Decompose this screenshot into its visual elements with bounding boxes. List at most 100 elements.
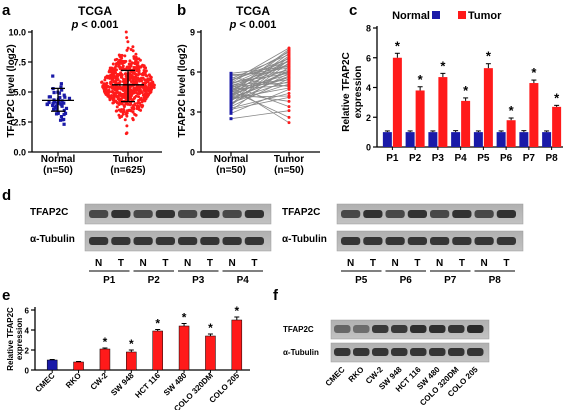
panel-d-pair-label: P4 (237, 275, 250, 286)
panel-a-point-tumor (133, 76, 137, 80)
panel-a-point-tumor (105, 81, 109, 85)
panel-d-band (496, 237, 516, 245)
panel-a-point-tumor (100, 80, 104, 84)
panel-e-significance-star: * (103, 335, 108, 349)
panel-d-band (341, 210, 361, 218)
panel-a-point-tumor (107, 75, 111, 79)
panel-a-point-tumor (101, 85, 105, 89)
panel-c-x-tick-label: P4 (455, 153, 468, 164)
panel-a-title: TCGA (78, 4, 112, 18)
panel-a-point-tumor (115, 95, 119, 99)
panel-a-point-tumor (115, 57, 119, 61)
panel-b-point-normal (229, 95, 233, 99)
panel-b-pair-line (230, 68, 290, 86)
panel-a-point-tumor (112, 87, 116, 91)
panel-a-point-tumor (120, 102, 124, 106)
panel-d-band (155, 210, 175, 218)
panel-a-point-tumor (137, 89, 141, 93)
panel-a-point-tumor (129, 109, 133, 113)
panel-a-point-tumor (129, 64, 133, 68)
panel-b-point-tumor (287, 115, 291, 119)
panel-b-point-normal (229, 83, 233, 87)
panel-a-point-tumor (136, 65, 140, 69)
panel-a: a TCGA p < 0.001 TFAP2C level (log2) 0.0… (2, 2, 162, 176)
panel-d-lane-label: T (414, 258, 420, 269)
panel-f-band (410, 325, 427, 333)
panel-c-bar-tumor (552, 106, 562, 147)
panel-d-lane-label: T (207, 258, 213, 269)
panel-letter-a: a (2, 2, 11, 19)
panel-d-band (222, 210, 242, 218)
panel-b-point-normal (229, 117, 233, 121)
legend-normal-label: Normal (392, 10, 430, 22)
panel-b-pair-line (230, 76, 290, 98)
panel-c-bar-normal (405, 132, 415, 147)
panel-b-point-normal (229, 87, 233, 91)
panel-c-significance-star: * (509, 103, 515, 118)
panel-d-band (385, 237, 405, 245)
panel-a-point-normal (62, 122, 66, 126)
panel-f-band (391, 348, 408, 356)
panel-e: e Relative TFAP2C expression 0 2 4 6 CMEC RKO… (2, 287, 250, 410)
panel-e-x-tick-label: CW-2 (89, 371, 110, 392)
panel-c-bar-tumor (392, 57, 402, 147)
panel-d-band (133, 237, 153, 245)
panel-c-bar-tumor (438, 77, 448, 147)
panel-a-point-tumor (131, 45, 135, 49)
panel-c-x-tick-label: P6 (500, 153, 513, 164)
panel-a-point-normal (52, 90, 56, 95)
panel-d-band (178, 237, 198, 245)
panel-e-y-tick-label: 2 (25, 347, 30, 356)
panel-f-band (467, 325, 484, 333)
panel-c-bar-normal (496, 132, 506, 147)
panel-a-group-normal-n: (n=50) (43, 165, 73, 176)
panel-a-point-tumor (143, 92, 147, 96)
panel-c-ylabel-line1: Relative TFAP2C (341, 52, 352, 131)
panel-a-point-tumor (152, 85, 156, 89)
panel-a-point-tumor (115, 105, 119, 109)
panel-f-row-tfap2c: TFAP2C (283, 325, 314, 334)
panel-a-point-tumor (129, 80, 133, 84)
panel-d-pair-label: P5 (355, 275, 368, 286)
panel-d-lane-label: N (140, 258, 147, 269)
panel-a-point-tumor (120, 53, 124, 57)
panel-d-lane-label: N (95, 258, 102, 269)
legend-tumor-swatch (458, 11, 466, 19)
panel-f-band (372, 348, 389, 356)
panel-a-point-tumor (112, 98, 116, 102)
panel-a-point-normal (55, 108, 59, 112)
panel-e-bar (73, 361, 84, 371)
panel-a-point-tumor (117, 103, 121, 107)
panel-e-x-tick-label: CMEC (34, 371, 57, 394)
panel-e-x-tick-label: RKO (64, 371, 83, 390)
panel-b-pair-line (230, 92, 290, 109)
panel-a-point-tumor (106, 94, 110, 98)
panel-a-point-tumor (125, 131, 129, 135)
panel-b-point-tumor (287, 109, 291, 113)
panel-a-point-tumor (126, 65, 130, 69)
panel-a-point-tumor (139, 76, 143, 80)
panel-b-y-tick-label: 6 (190, 68, 195, 78)
panel-d-lane-label: T (459, 258, 465, 269)
panel-d-band (111, 210, 131, 218)
panel-f-band (429, 348, 446, 356)
panel-letter-b: b (177, 2, 186, 19)
panel-b-point-normal (229, 98, 233, 102)
panel-d-band (200, 210, 220, 218)
panel-b-pair-line (230, 96, 290, 110)
panel-a-point-normal (59, 115, 64, 119)
panel-b-point-tumor (287, 99, 291, 103)
panel-a-point-tumor (145, 74, 149, 78)
panel-d-lane-label: N (436, 258, 443, 269)
legend-normal-swatch (432, 11, 440, 19)
panel-a-point-tumor (136, 104, 140, 108)
panel-b-pvalue: p < 0.001 (229, 19, 277, 31)
panel-c-y-tick-label: 2 (366, 113, 371, 123)
panel-c-significance-star: * (554, 90, 560, 105)
panel-a-point-normal (63, 95, 67, 99)
panel-c: c Normal Tumor Relative TFAP2C expressio… (341, 2, 563, 164)
panel-a-point-tumor (135, 80, 139, 84)
panel-b-pair-line (230, 80, 290, 101)
panel-a-point-tumor (125, 111, 129, 115)
panel-a-point-tumor (116, 90, 120, 94)
